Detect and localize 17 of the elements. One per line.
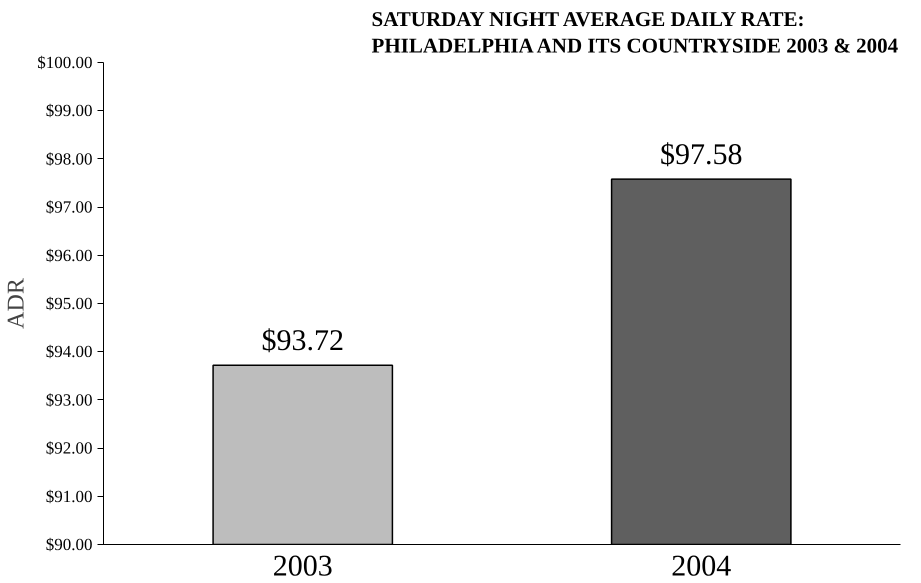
y-tick-label: $99.00 bbox=[46, 101, 92, 120]
data-label: $97.58 bbox=[660, 138, 742, 172]
y-tick-label: $100.00 bbox=[37, 53, 92, 72]
y-tick-label: $91.00 bbox=[46, 486, 92, 506]
y-axis-title: ADR bbox=[3, 278, 30, 329]
y-tick-label: $96.00 bbox=[46, 246, 92, 265]
y-tick-label: $90.00 bbox=[46, 535, 92, 554]
y-tick-label: $97.00 bbox=[46, 198, 92, 217]
y-tick-label: $92.00 bbox=[46, 438, 92, 458]
y-tick-label: $98.00 bbox=[46, 149, 92, 168]
y-tick-label: $95.00 bbox=[46, 294, 92, 313]
y-tick-label: $93.00 bbox=[46, 390, 92, 410]
y-tick-label: $94.00 bbox=[46, 342, 92, 362]
x-tick-label: 2003 bbox=[272, 550, 333, 582]
chart-title: SATURDAY NIGHT AVERAGE DAILY RATE: PHILADELPHIA AND ITS COUNTRYSIDE 2003 & 2004 bbox=[372, 7, 899, 58]
x-tick-label: 2004 bbox=[671, 550, 732, 582]
data-label: $93.72 bbox=[262, 324, 344, 358]
